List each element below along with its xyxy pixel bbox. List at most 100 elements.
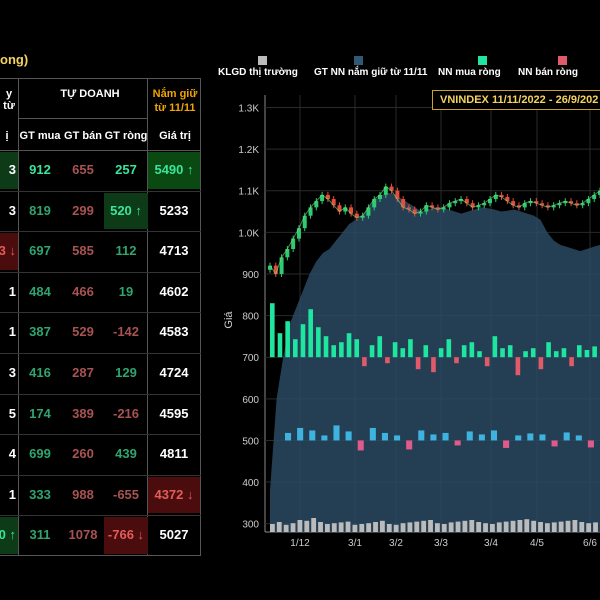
- net-buy-bar: [466, 431, 473, 441]
- table-cell-c0: 1: [8, 283, 16, 299]
- legend-swatch: [558, 56, 567, 65]
- candle-down: [412, 209, 417, 214]
- row-divider: [0, 515, 201, 517]
- y-tick-label: 1.2K: [238, 145, 259, 156]
- volume-bar: [579, 522, 585, 532]
- table-cell-mua: 699: [29, 446, 51, 462]
- x-tick-label: 6/6: [583, 538, 597, 549]
- net-buy-bar: [277, 333, 283, 358]
- candle-down: [401, 199, 406, 208]
- volume-bar: [517, 520, 523, 532]
- y-tick-label: 800: [242, 312, 259, 323]
- table-cell-giatri: 4372 ↓: [148, 476, 200, 514]
- volume-bar: [558, 521, 564, 532]
- candle-up: [598, 190, 600, 195]
- net-sell-bar: [454, 440, 461, 446]
- candle-up: [528, 201, 533, 204]
- net-sell-bar: [551, 440, 558, 447]
- net-buy-bar: [575, 435, 582, 441]
- legend-swatch: [478, 56, 487, 65]
- net-buy-bar: [523, 351, 528, 358]
- table-cell-ban: 988: [72, 486, 94, 502]
- table-cell-ban: 585: [72, 243, 94, 259]
- candle-up: [314, 201, 319, 208]
- volume-bar: [338, 522, 344, 532]
- table-cell-ban: 529: [72, 324, 94, 340]
- column-divider: [18, 78, 19, 556]
- volume-bar: [325, 524, 330, 532]
- net-sell-bar: [569, 357, 574, 367]
- candle-up: [366, 207, 371, 216]
- legend-swatch: [258, 56, 267, 65]
- table-cell-ban: 389: [72, 405, 94, 421]
- table-cell-mua: 311: [29, 527, 51, 543]
- net-buy-bar: [270, 303, 275, 358]
- table-cell-rong: -216: [112, 405, 140, 421]
- table-cell-rong: 19: [118, 283, 134, 299]
- volume-bar: [531, 520, 537, 532]
- net-buy-bar: [500, 348, 505, 358]
- net-buy-bar: [308, 309, 313, 358]
- x-tick-label: 3/3: [434, 538, 448, 549]
- header-nam-giu-line1: Nắm giữ: [152, 88, 198, 100]
- row-divider: [0, 474, 201, 476]
- y-tick-label: 700: [242, 353, 259, 364]
- volume-bar: [414, 521, 420, 532]
- table-cell-giatri: 4811: [159, 446, 189, 462]
- candle-up: [488, 199, 492, 204]
- table-cell-giatri: 4583: [159, 324, 189, 340]
- candle-down: [499, 194, 504, 197]
- volume-bar: [496, 522, 502, 532]
- table-cell-mua: 484: [29, 283, 51, 299]
- candle-up: [383, 186, 388, 195]
- y-axis-label: Giá: [223, 311, 235, 329]
- row-divider: [0, 312, 201, 314]
- table-cell-mua: 174: [29, 405, 51, 421]
- net-buy-bar: [539, 434, 546, 441]
- header-gt-rong: GT ròng: [104, 130, 148, 142]
- candle-up: [459, 199, 464, 202]
- net-buy-bar: [293, 339, 298, 358]
- y-tick-label: 300: [242, 520, 259, 531]
- net-buy-bar: [478, 434, 485, 441]
- table-cell-mua: 416: [29, 365, 51, 380]
- candle-down: [545, 205, 550, 208]
- net-buy-bar: [553, 351, 559, 358]
- table-cell-c0: 3 ↓: [0, 233, 18, 270]
- volume-bar: [297, 520, 303, 532]
- table-cell-ban: 655: [72, 162, 94, 177]
- net-buy-bar: [333, 425, 340, 441]
- volume-bar: [283, 524, 289, 532]
- net-sell-bar: [587, 440, 594, 448]
- table-cell-rong: 439: [115, 446, 137, 462]
- header-nam-giu-line2: từ 11/11: [154, 102, 196, 114]
- row-divider: [0, 190, 201, 192]
- net-buy-bar: [530, 348, 536, 358]
- table-cell-mua: 819: [29, 202, 51, 218]
- net-buy-bar: [490, 430, 498, 441]
- x-tick-label: 3/1: [348, 538, 362, 549]
- y-tick-label: 900: [242, 270, 259, 281]
- legend-swatch: [354, 56, 363, 65]
- candle-down: [540, 203, 545, 206]
- net-buy-bar: [354, 339, 360, 358]
- net-buy-bar: [300, 324, 306, 358]
- table-cell-c0: 1: [8, 486, 16, 502]
- y-tick-label: 400: [242, 478, 259, 489]
- volume-bar: [435, 523, 440, 532]
- net-buy-bar: [377, 336, 383, 358]
- volume-bar: [565, 520, 571, 532]
- table-cell-mua: 697: [29, 243, 51, 259]
- net-buy-bar: [323, 336, 329, 358]
- x-tick-label: 1/12: [290, 538, 310, 549]
- candle-down: [464, 199, 469, 204]
- candle-up: [482, 203, 487, 206]
- volume-bar: [428, 520, 433, 532]
- candle-down: [349, 207, 354, 214]
- table-cell-giatri: 5490 ↑: [148, 152, 200, 189]
- volume-bar: [586, 523, 592, 532]
- volume-bar: [290, 523, 296, 532]
- candle-up: [586, 199, 591, 204]
- table-cell-mua: 387: [29, 324, 51, 340]
